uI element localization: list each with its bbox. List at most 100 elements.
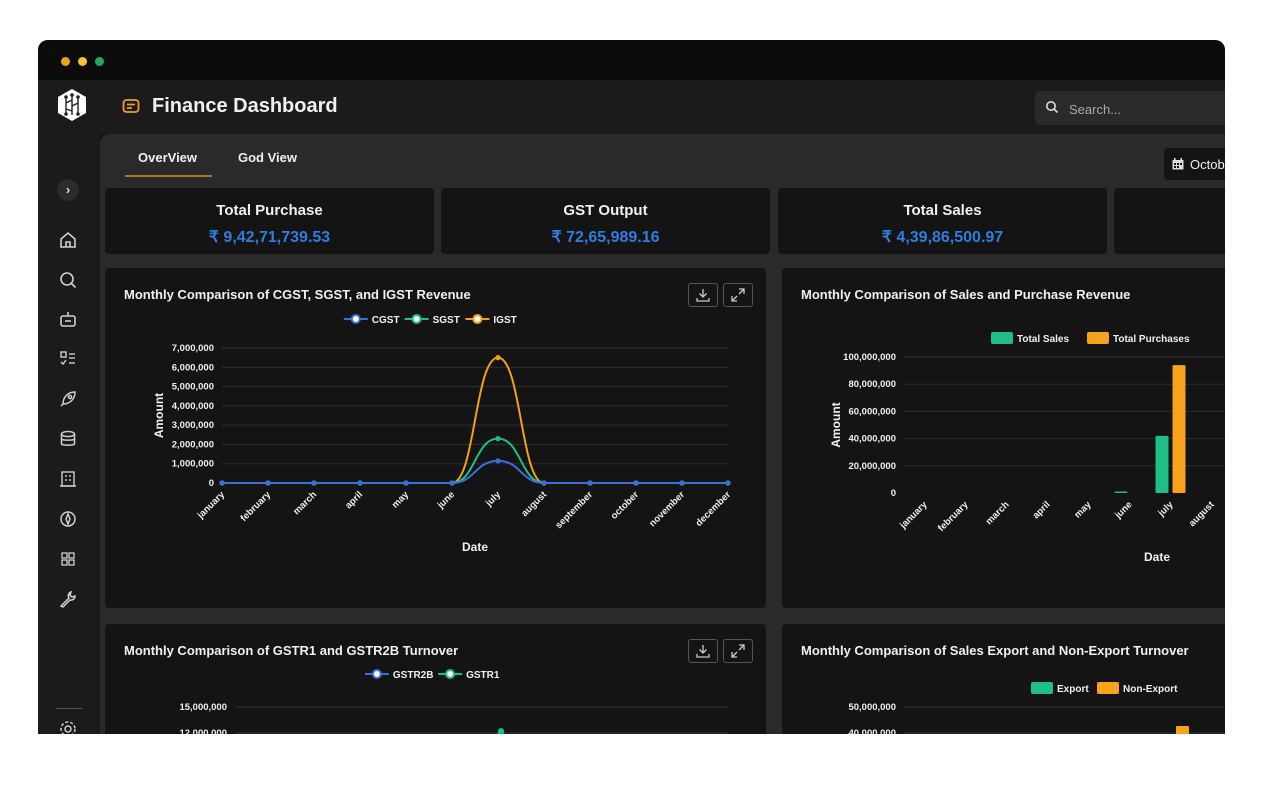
legend-swatch [991,332,1013,344]
x-tick-label: october [609,489,642,522]
y-tick-label: 0 [209,478,214,489]
top-header: Finance Dashboard [100,80,1225,134]
calendar-icon [1172,158,1184,170]
bar-total-purchases [1172,365,1186,493]
data-point [495,458,501,464]
building-icon[interactable] [57,468,79,490]
x-tick-label: march [984,499,1012,527]
gst-line-chart: CGST SGST IGST 7,000,000 6,000,000 5,000,000 4… [152,314,733,554]
y-tick-label: 2,000,000 [172,439,214,450]
grid-icon[interactable] [57,548,79,570]
app-logo[interactable] [55,88,89,122]
search-box[interactable] [1035,91,1225,125]
y-tick-label: 60,000,000 [848,406,896,417]
stat-card-total-purchase: Total Purchase ₹ 9,42,71,739.53 [105,188,434,254]
x-tick-label: november [647,489,687,529]
main-content: OverView God View Octob Total Purchase ₹… [100,134,1225,734]
search-input[interactable] [1067,98,1221,120]
chart-panel-gstr-turnover: Monthly Comparison of GSTR1 and GSTR2B T… [105,624,766,734]
checklist-icon[interactable] [57,348,79,370]
x-tick-label: july [483,489,504,510]
settings-icon[interactable] [57,718,79,734]
expand-chart-button[interactable] [723,639,753,663]
stat-card-total-sales: Total Sales ₹ 4,39,86,500.97 [778,188,1107,254]
y-tick-label: 40,000,000 [848,728,896,734]
search-icon[interactable] [57,269,79,291]
data-point [495,436,501,442]
x-tick-label: august [1187,499,1217,529]
y-axis-title: Amount [829,402,843,447]
legend-swatch [1097,682,1119,694]
tab-god-view[interactable]: God View [238,150,297,165]
data-point [679,480,685,486]
maximize-window-button[interactable] [95,57,104,66]
legend-marker [371,669,382,679]
stat-value: ₹ 9,42,71,739.53 [208,229,331,246]
y-tick-label: 1,000,000 [172,459,214,470]
expand-sidebar-button[interactable]: › [57,179,79,201]
y-tick-label: 6,000,000 [172,362,214,373]
stat-label: GST Output [563,202,648,219]
legend-marker [411,314,422,324]
x-tick-label: april [343,489,365,511]
y-tick-label: 100,000,000 [843,352,896,363]
expand-chart-button[interactable] [723,283,753,307]
stat-label: Total Sales [903,202,982,219]
y-tick-label: 3,000,000 [172,420,214,431]
y-tick-label: 40,000,000 [848,434,896,445]
robot-icon[interactable] [57,308,79,330]
data-point [725,480,731,486]
chart-title: Monthly Comparison of Sales Export and N… [801,643,1189,658]
dashboard-icon [122,97,140,115]
chart-title: Monthly Comparison of GSTR1 and GSTR2B T… [124,643,459,658]
x-tick-label: february [936,499,971,534]
data-point [541,480,547,486]
y-tick-label: 12,000,000 [179,728,227,734]
legend-swatch [1031,682,1053,694]
legend-label: Export [1057,684,1089,695]
y-tick-label: 4,000,000 [172,401,214,412]
download-button[interactable] [688,639,718,663]
legend-marker [445,669,456,679]
wrench-icon[interactable] [57,588,79,610]
tab-overview[interactable]: OverView [138,150,198,165]
data-point [311,480,317,486]
download-button[interactable] [688,283,718,307]
data-point [219,480,225,486]
data-point [403,480,409,486]
stat-label: Total Purchase [216,202,323,219]
x-axis-title: Date [1144,550,1170,564]
sidebar-divider [56,708,82,709]
sales-purchase-bar-chart: Total Sales Total Purchases 100,000,000 80,… [829,332,1225,564]
page-title: Finance Dashboard [152,95,338,117]
legend-label: IGST [493,315,516,326]
y-tick-label: 80,000,000 [848,379,896,390]
data-point [633,480,639,486]
x-tick-label: june [1112,499,1134,521]
stat-value: ₹ 72,65,989.16 [551,229,660,246]
chart-title: Monthly Comparison of Sales and Purchase… [801,287,1131,302]
compass-icon[interactable] [57,508,79,530]
x-tick-label: june [435,489,457,511]
home-icon[interactable] [57,229,79,251]
rocket-icon[interactable] [57,388,79,410]
y-tick-label: 0 [891,488,896,499]
bar-total-sales [1155,435,1169,493]
data-point [265,480,271,486]
x-tick-label: march [291,489,319,517]
date-filter-button[interactable]: Octob [1164,148,1225,180]
x-tick-label: may [1072,499,1094,521]
stat-value: ₹ 4,39,86,500.97 [881,229,1004,246]
y-tick-label: 50,000,000 [848,702,896,713]
legend-label: Non-Export [1123,684,1178,695]
minimize-window-button[interactable] [78,57,87,66]
sidebar: › [38,80,100,734]
search-icon [1046,101,1059,114]
app-window: › [38,40,1225,734]
close-window-button[interactable] [61,57,70,66]
database-icon[interactable] [57,428,79,450]
legend-label: GSTR1 [466,670,500,681]
x-tick-label: february [238,489,273,524]
y-tick-label: 20,000,000 [848,461,896,472]
legend-label: Total Purchases [1113,334,1190,345]
